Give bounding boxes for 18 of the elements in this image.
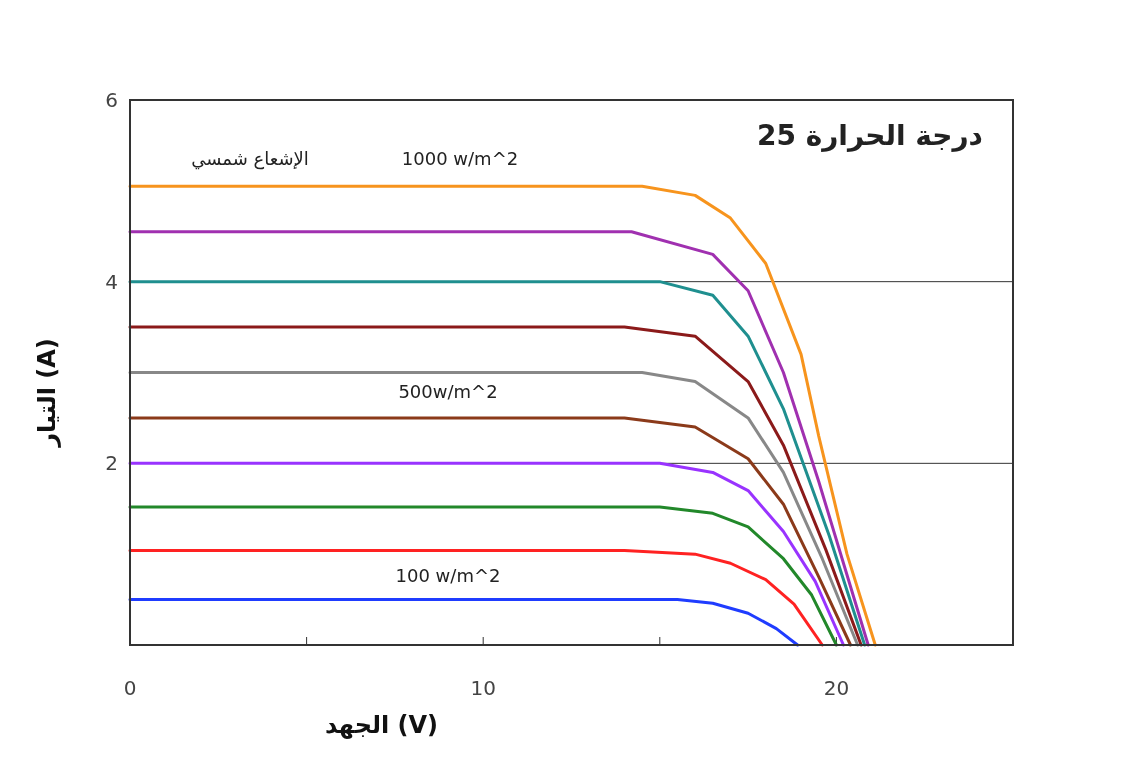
y-tick-label: 6 — [105, 88, 118, 112]
annotation: درجة الحرارة 25 — [756, 119, 983, 152]
line-series — [128, 461, 845, 647]
line-series — [128, 416, 853, 647]
annotation: 500w/m^2 — [398, 381, 498, 402]
line-series — [128, 549, 824, 647]
annotation: 100 w/m^2 — [395, 565, 501, 586]
y-tick-label: 4 — [105, 269, 118, 294]
annotation: 1000 w/m^2 — [401, 148, 519, 169]
y-axis-title: التيار (A) — [33, 338, 61, 448]
x-axis-title: الجهد (V) — [324, 711, 439, 739]
line-series — [128, 505, 838, 647]
x-tick-label: 20 — [823, 676, 850, 700]
line-series — [128, 598, 800, 647]
y-tick-label: 2 — [105, 451, 118, 476]
x-tick-label: 10 — [470, 676, 496, 700]
x-tick-label: 0 — [123, 676, 137, 700]
annotation: الإشعاع شمسي — [191, 148, 309, 170]
